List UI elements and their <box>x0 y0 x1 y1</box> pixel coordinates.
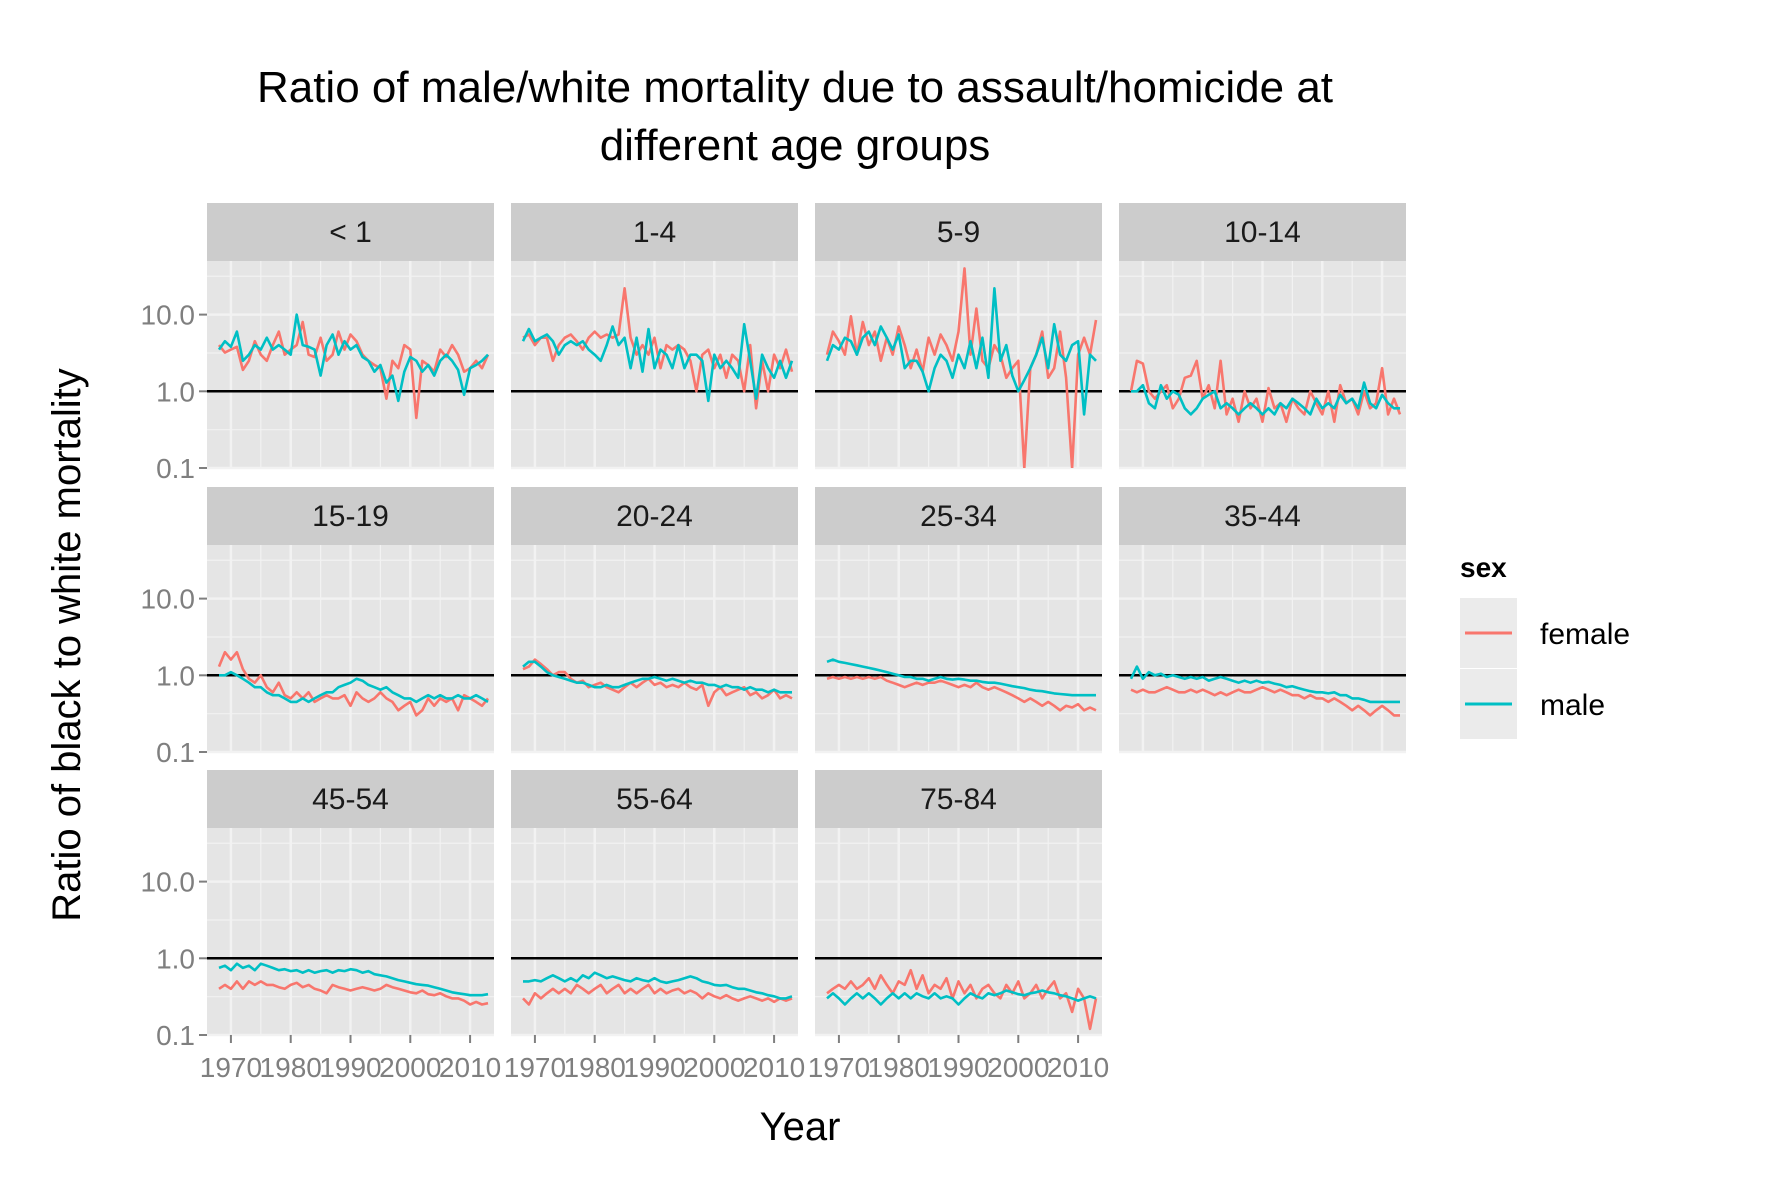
series-line-male <box>522 660 792 694</box>
x-tick-label: 2010 <box>1047 1052 1109 1083</box>
x-tick-label: 1990 <box>319 1052 381 1083</box>
panel-75-84: 75-84 <box>815 770 1102 1037</box>
x-tick-label: 1990 <box>927 1052 989 1083</box>
series-line-male <box>523 971 793 1000</box>
panel-55-64: 55-64 <box>511 770 798 1037</box>
series-line-male <box>826 658 1096 697</box>
x-tick-label: 1980 <box>564 1052 626 1083</box>
panel-20-24: 20-24 <box>511 487 798 754</box>
series-line-female <box>522 658 793 708</box>
x-tick-label: 1980 <box>260 1052 322 1083</box>
panel-25-34: 25-34 <box>815 487 1102 754</box>
y-tick-label: 1.0 <box>156 660 195 691</box>
x-tick-label: 1970 <box>504 1052 566 1083</box>
series-line-female <box>1129 359 1402 424</box>
facet-label: 15-19 <box>312 500 389 533</box>
series-line-male <box>1129 665 1400 704</box>
series-line-female <box>826 675 1097 712</box>
facet-label: 1-4 <box>633 216 676 249</box>
series-line-male <box>826 989 1097 1006</box>
panel-1: < 1 <box>207 203 494 470</box>
series-line-male <box>521 322 794 403</box>
facet-strip <box>207 203 494 261</box>
facet-strip <box>207 770 494 828</box>
facet-label: 45-54 <box>312 783 389 816</box>
facet-strip <box>1119 203 1406 261</box>
legend-label-male: male <box>1540 689 1605 722</box>
panel-10-14: 10-14 <box>1119 203 1406 470</box>
facet-strip <box>207 487 494 545</box>
x-tick-label: 1970 <box>808 1052 870 1083</box>
panel-45-54: 45-54 <box>207 770 494 1037</box>
y-tick-label: 10.0 <box>141 584 196 615</box>
facet-label: 35-44 <box>1224 500 1301 533</box>
legend-label-female: female <box>1540 618 1630 651</box>
series-line-female <box>217 650 490 717</box>
series-line-female <box>522 983 793 1006</box>
facet-strip <box>815 770 1102 828</box>
series-line-male <box>218 962 489 997</box>
facet-strip <box>815 203 1102 261</box>
series-line-male <box>1131 381 1400 416</box>
x-tick-label: 1990 <box>623 1052 685 1083</box>
facet-strip <box>815 487 1102 545</box>
facet-label: 10-14 <box>1224 216 1301 249</box>
y-tick-label: 0.1 <box>156 737 195 768</box>
y-axes: 0.1 1.0 10.0 0.1 1.0 10.0 0.1 1.0 10.0 <box>141 300 207 1051</box>
y-tick-label: 1.0 <box>156 943 195 974</box>
series-line-female <box>826 968 1098 1031</box>
facet-strip <box>511 203 798 261</box>
legend-title: sex <box>1460 552 1507 583</box>
y-tick-label: 1.0 <box>156 376 195 407</box>
chart-title-line1: Ratio of male/white mortality due to ass… <box>257 63 1333 112</box>
x-tick-label: 2010 <box>743 1052 805 1083</box>
facet-label: 25-34 <box>920 500 997 533</box>
y-tick-label: 10.0 <box>141 300 196 331</box>
facet-strip <box>1119 487 1406 545</box>
series-line-female <box>1130 685 1400 717</box>
facet-label: < 1 <box>329 216 372 249</box>
facet-strip <box>511 770 798 828</box>
panel-5-9: 5-9 <box>815 203 1102 470</box>
y-tick-label: 10.0 <box>141 867 196 898</box>
facet-label: 55-64 <box>616 783 693 816</box>
x-axis-title: Year <box>760 1105 841 1149</box>
x-tick-label: 2000 <box>379 1052 441 1083</box>
facet-panels: < 1 1-4 5-9 10-14 15-19 20-24 25-34 35-44 45-54 5… <box>207 203 1406 1037</box>
panel-15-19: 15-19 <box>207 487 494 754</box>
series-line-male <box>219 670 489 704</box>
panel-35-44: 35-44 <box>1119 487 1406 754</box>
x-tick-label: 2000 <box>987 1052 1049 1083</box>
facet-label: 20-24 <box>616 500 693 533</box>
chart-title-line2: different age groups <box>600 121 991 170</box>
series-line-male <box>825 286 1097 416</box>
y-tick-label: 0.1 <box>156 453 195 484</box>
facet-label: 5-9 <box>937 216 980 249</box>
series-line-female <box>522 286 794 410</box>
panel-1-4: 1-4 <box>511 203 798 470</box>
y-axis-title: Ratio of black to white mortality <box>45 368 89 922</box>
legend: sex female male <box>1460 552 1630 739</box>
facet-label: 75-84 <box>920 783 997 816</box>
series-line-female <box>217 320 490 420</box>
x-tick-label: 1980 <box>868 1052 930 1083</box>
x-tick-label: 2010 <box>439 1052 501 1083</box>
series-line-male <box>217 313 489 403</box>
facet-strip <box>511 487 798 545</box>
x-tick-label: 2000 <box>683 1052 745 1083</box>
series-line-female <box>218 980 489 1006</box>
y-tick-label: 0.1 <box>156 1020 195 1051</box>
x-tick-label: 1970 <box>200 1052 262 1083</box>
